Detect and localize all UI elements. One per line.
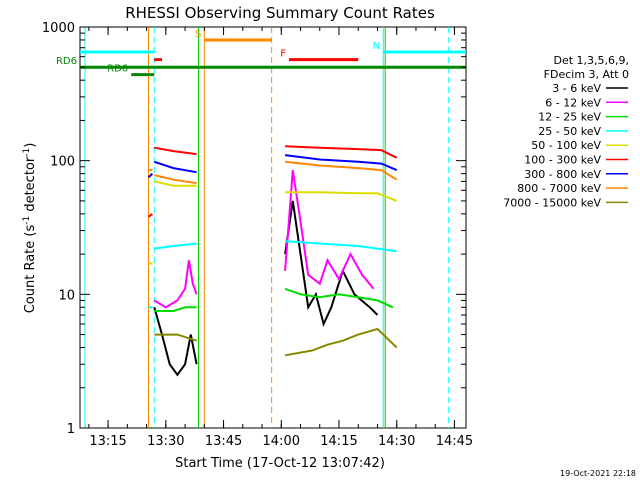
flag-label: RD6 [107, 64, 128, 75]
legend-entry-label: 7000 - 15000 keV [503, 196, 601, 209]
series-line [285, 191, 398, 202]
legend: Det 1,3,5,6,9, FDecim 3, Att 0 3 - 6 keV… [503, 54, 629, 209]
y-tick-label: 1000 [42, 21, 75, 36]
series-line [153, 260, 198, 309]
y-axis-label-end: ) [23, 143, 38, 148]
series-line [284, 327, 398, 357]
series-line [147, 172, 154, 179]
series-line [154, 174, 197, 185]
series-line [284, 287, 394, 309]
y-axis-ticks: 1 10 100 1000 [42, 21, 466, 437]
y-axis-label-main: Count Rate (s [23, 225, 38, 314]
series-line [284, 160, 398, 181]
series-line [153, 307, 198, 377]
series-line [285, 145, 398, 159]
flag-bars: N S F RD6 RD6 [56, 29, 466, 77]
x-axis-ticks: 13:15 13:30 13:45 14:00 14:15 14:30 14:45 [88, 27, 473, 449]
series-line [147, 213, 153, 218]
x-tick-label: 14:15 [320, 434, 357, 449]
y-axis-label-mid: detector [23, 156, 38, 216]
y-axis-label-sup2: -1 [22, 148, 32, 157]
legend-header-1: Det 1,3,5,6,9, [553, 54, 629, 67]
legend-entry-label: 100 - 300 keV [524, 154, 601, 167]
series-line [154, 146, 197, 156]
legend-header-2: FDecim 3, Att 0 [544, 68, 629, 81]
series-line [284, 169, 375, 290]
plot-frame [79, 26, 467, 429]
series-line [154, 242, 197, 250]
x-tick-label: 14:00 [263, 434, 300, 449]
x-tick-label: 13:45 [205, 434, 242, 449]
legend-entry-label: 6 - 12 keV [545, 96, 601, 109]
series-line [284, 154, 398, 172]
y-axis-label: Count Rate (s-1 detector-1) [22, 143, 38, 314]
x-tick-label: 13:15 [89, 434, 126, 449]
legend-entry-label: 25 - 50 keV [538, 125, 601, 138]
series-line [153, 160, 197, 174]
y-tick-label: 100 [50, 155, 75, 170]
flag-label: N [373, 41, 380, 52]
legend-entry-label: 3 - 6 keV [552, 82, 601, 95]
series-line [154, 333, 197, 342]
legend-entry-label: 50 - 100 keV [531, 139, 601, 152]
series-line [154, 180, 197, 187]
plot-area: N S F RD6 RD6 13:15 13:30 13:45 14:00 14:15 14:30… [42, 21, 473, 449]
series-line [284, 200, 379, 327]
x-axis-label: Start Time (17-Oct-12 13:07:42) [175, 456, 385, 471]
legend-entry-label: 800 - 7000 keV [517, 182, 601, 195]
flag-label: S [195, 29, 201, 40]
flag-label: RD6 [56, 56, 77, 67]
series-line [154, 306, 197, 312]
legend-entry-label: 300 - 800 keV [524, 168, 601, 181]
chart-title: RHESSI Observing Summary Count Rates [125, 4, 435, 22]
x-tick-label: 13:30 [147, 434, 184, 449]
y-axis-label-sup1: -1 [22, 216, 32, 225]
series-line [285, 240, 397, 253]
y-tick-label: 1 [67, 422, 75, 437]
footer-timestamp: 19-Oct-2021 22:18 [560, 469, 636, 478]
vertical-markers [84, 27, 450, 428]
x-tick-label: 14:45 [436, 434, 473, 449]
x-tick-label: 14:30 [378, 434, 415, 449]
series-lines [147, 145, 398, 377]
flag-label: F [280, 49, 286, 60]
y-tick-label: 10 [58, 288, 75, 303]
legend-entry-label: 12 - 25 keV [538, 111, 601, 124]
